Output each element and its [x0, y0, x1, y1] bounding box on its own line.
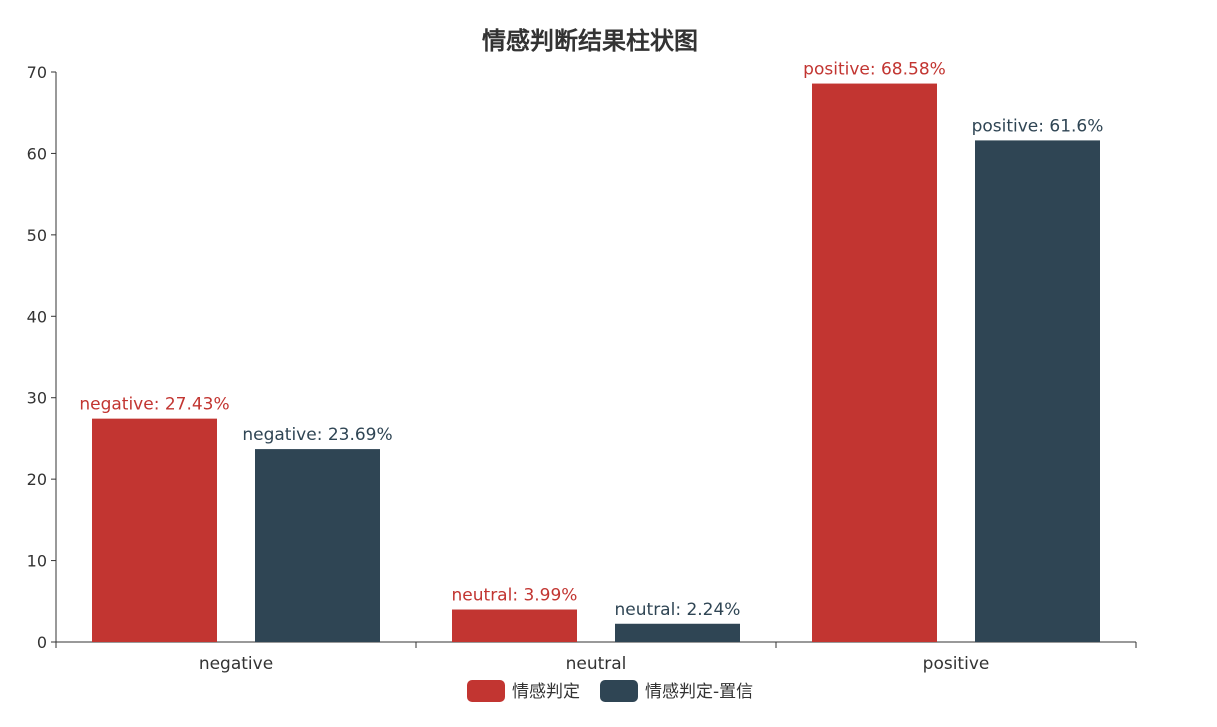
legend-item[interactable]: 情感判定 — [467, 680, 580, 702]
y-tick-label: 50 — [27, 226, 47, 245]
legend-item[interactable]: 情感判定-置信 — [600, 680, 753, 702]
y-tick-label: 0 — [37, 633, 47, 652]
legend-swatch — [600, 680, 638, 702]
data-label: positive: 61.6% — [972, 116, 1104, 136]
x-tick-label: neutral — [566, 654, 627, 674]
y-tick-label: 20 — [27, 470, 47, 489]
y-tick-label: 40 — [27, 307, 47, 326]
legend-label: 情感判定 — [512, 682, 580, 702]
y-tick-label: 60 — [27, 144, 47, 163]
bar-neutral[interactable] — [452, 609, 577, 642]
bar-positive[interactable] — [975, 140, 1100, 642]
legend-label: 情感判定-置信 — [645, 682, 753, 702]
data-label: negative: 23.69% — [242, 425, 392, 445]
x-tick-label: positive — [923, 654, 990, 674]
y-tick-label: 30 — [27, 389, 47, 408]
y-axis: 0 10 20 30 40 50 60 70 — [27, 63, 57, 652]
data-label: neutral: 2.24% — [615, 600, 741, 620]
data-label: negative: 27.43% — [79, 395, 229, 415]
x-axis: negative neutral positive — [55, 641, 1137, 674]
bar-positive[interactable] — [812, 83, 937, 642]
bar-negative[interactable] — [92, 418, 217, 642]
data-label: neutral: 3.99% — [452, 586, 578, 606]
data-label: positive: 68.58% — [803, 60, 946, 80]
x-tick-label: negative — [199, 654, 273, 674]
bar-negative[interactable] — [255, 449, 380, 642]
bars — [92, 83, 1100, 642]
bar-neutral[interactable] — [615, 623, 740, 642]
legend-swatch — [467, 680, 505, 702]
data-labels: negative: 27.43% negative: 23.69% neutral:… — [79, 60, 1103, 620]
y-tick-label: 10 — [27, 552, 47, 571]
chart-title: 情感判断结果柱状图 — [482, 27, 698, 55]
y-tick-label: 70 — [27, 63, 47, 82]
legend[interactable]: 情感判定 情感判定-置信 — [467, 680, 753, 702]
